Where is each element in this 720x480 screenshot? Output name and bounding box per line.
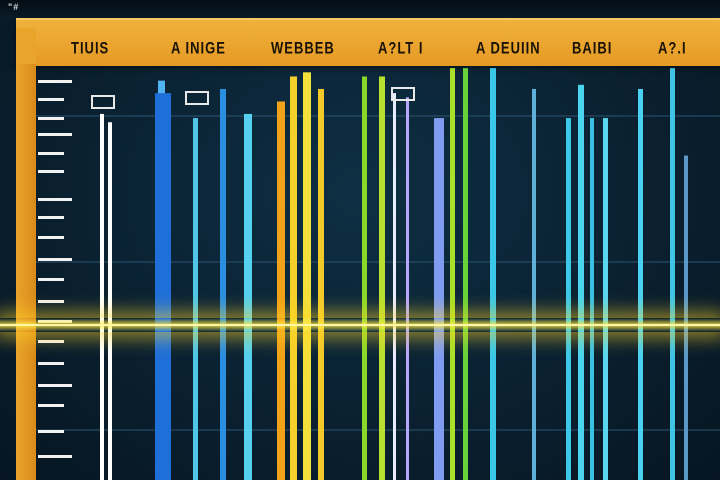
tick-layer xyxy=(38,80,72,458)
bar-21 xyxy=(566,118,571,480)
bar-24 xyxy=(603,118,608,480)
bar-10 xyxy=(303,72,311,480)
bar-8 xyxy=(277,101,285,480)
axis-tick xyxy=(38,117,64,120)
bar-16 xyxy=(434,118,444,480)
bar-1 xyxy=(100,113,104,480)
bar-4 xyxy=(155,93,171,480)
header-label-2: A INIGE xyxy=(171,37,226,58)
bar-2 xyxy=(108,122,112,480)
axis-tick xyxy=(38,340,64,343)
axis-tick xyxy=(38,80,72,83)
bar-27 xyxy=(684,155,688,480)
axis-tick xyxy=(38,198,72,201)
bar-layer xyxy=(91,68,688,480)
bar-17 xyxy=(450,68,455,480)
axis-tick xyxy=(38,152,64,155)
left-rail-cap xyxy=(16,28,36,64)
header-label-7: A?.I xyxy=(658,37,687,58)
bar-11 xyxy=(318,88,324,480)
header-label-4: A?LT I xyxy=(378,37,424,58)
bar-cap-marker xyxy=(185,91,209,105)
bar-26 xyxy=(670,68,675,480)
bar-15 xyxy=(406,97,409,480)
bar-14 xyxy=(393,93,396,480)
axis-tick xyxy=(38,170,64,173)
axis-tick xyxy=(38,404,64,407)
axis-tick xyxy=(38,455,72,458)
bar-12 xyxy=(362,76,367,480)
bar-cap-marker xyxy=(91,95,115,109)
header-label-3: WEBBEB xyxy=(271,37,335,58)
axis-tick xyxy=(38,98,64,101)
bar-20 xyxy=(532,88,536,480)
axis-tick xyxy=(38,216,64,219)
axis-tick xyxy=(38,300,64,303)
left-rail xyxy=(16,64,36,480)
axis-tick xyxy=(38,384,72,387)
axis-tick xyxy=(38,278,64,281)
bar-9 xyxy=(290,76,297,480)
axis-tick xyxy=(38,236,64,239)
axis-tick xyxy=(38,258,72,261)
bar-18 xyxy=(463,68,468,480)
bar-cap-marker xyxy=(391,87,415,101)
axis-tick xyxy=(38,430,64,433)
bar-5 xyxy=(193,118,198,480)
bar-25 xyxy=(638,88,643,480)
header-label-6: BAIBI xyxy=(572,37,613,58)
bar-13 xyxy=(379,76,385,480)
axis-tick xyxy=(38,362,64,365)
bar-19 xyxy=(490,68,496,480)
grid-layer xyxy=(36,115,720,431)
header-label-1: TIUIS xyxy=(71,37,110,58)
header-label-5: A DEUIIN xyxy=(476,37,541,58)
header-bar: TIUIS A INIGE WEBBEB A?LT I A DEUIIN BAI… xyxy=(16,18,720,66)
bar-22 xyxy=(578,84,584,480)
corner-mark: "# xyxy=(8,2,20,12)
bar-23 xyxy=(590,118,594,480)
bar-6 xyxy=(220,88,226,480)
top-strip: "# xyxy=(0,0,720,18)
highlight-line-core xyxy=(0,324,720,326)
bar-7 xyxy=(244,113,252,480)
axis-tick xyxy=(38,133,72,136)
